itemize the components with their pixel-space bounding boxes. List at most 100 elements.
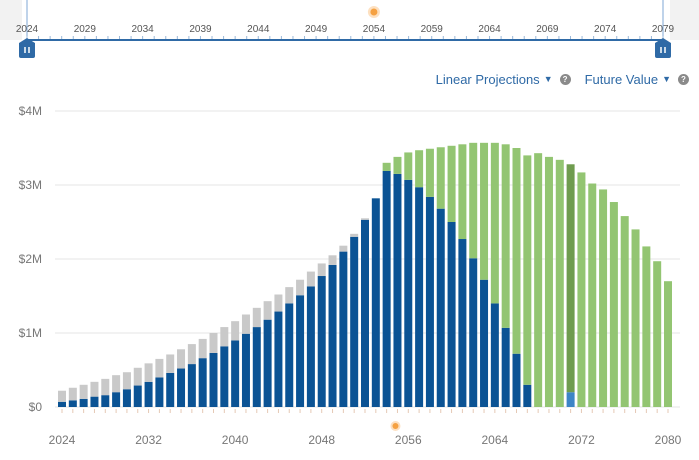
bar-2064[interactable] [490, 142, 499, 407]
bar-2067[interactable] [523, 155, 532, 407]
bar-segment-growth[interactable] [263, 301, 272, 320]
bar-2057[interactable] [415, 150, 424, 407]
bar-2029[interactable] [112, 375, 121, 407]
bar-segment-balance[interactable] [328, 264, 337, 407]
bar-2046[interactable] [296, 279, 305, 407]
bar-segment-projected[interactable] [425, 148, 434, 197]
bar-2054[interactable] [382, 162, 391, 407]
bar-segment-balance[interactable] [425, 196, 434, 407]
bar-2031[interactable] [133, 367, 142, 407]
bar-2072[interactable] [577, 172, 586, 407]
bar-segment-balance[interactable] [68, 400, 77, 407]
bar-segment-projected[interactable] [523, 155, 532, 385]
bar-segment-projected[interactable] [642, 246, 651, 407]
bar-2032[interactable] [144, 363, 153, 407]
bar-segment-growth[interactable] [58, 390, 66, 402]
bar-segment-projected[interactable] [534, 153, 543, 407]
bar-segment-balance[interactable] [274, 311, 283, 407]
bar-segment-projected[interactable] [501, 144, 510, 328]
bar-segment-balance[interactable] [512, 353, 521, 407]
bar-segment-balance[interactable] [58, 401, 66, 407]
bar-2034[interactable] [166, 354, 175, 407]
bar-2056[interactable] [404, 152, 413, 407]
bar-2077[interactable] [631, 229, 640, 407]
bar-segment-balance[interactable] [436, 208, 445, 407]
projection-type-dropdown[interactable]: Linear Projections ▼ ? [436, 72, 571, 87]
bar-segment-balance[interactable] [339, 251, 348, 407]
bar-segment-growth[interactable] [133, 367, 142, 386]
bar-segment-balance[interactable] [296, 295, 305, 407]
bar-segment-growth[interactable] [90, 381, 99, 397]
bar-segment-projected[interactable] [436, 147, 445, 209]
value-type-dropdown[interactable]: Future Value ▼ ? [585, 72, 689, 87]
bar-2076[interactable] [620, 216, 629, 407]
bar-2079[interactable] [653, 261, 662, 407]
bar-2052[interactable] [361, 218, 369, 407]
bar-segment-growth[interactable] [101, 378, 110, 396]
range-end-handle[interactable] [655, 38, 671, 58]
bar-2028[interactable] [101, 378, 110, 407]
bar-segment-balance[interactable] [90, 396, 99, 407]
bar-segment-balance[interactable] [198, 358, 207, 407]
bar-segment-projected[interactable] [469, 142, 478, 259]
bar-segment-balance[interactable] [112, 392, 121, 407]
bar-2062[interactable] [469, 142, 478, 407]
bar-segment-projected[interactable] [566, 164, 575, 393]
bar-segment-balance[interactable] [187, 364, 196, 407]
bar-segment-growth[interactable] [112, 375, 121, 393]
bar-segment-projected[interactable] [458, 144, 467, 240]
bar-segment-balance[interactable] [285, 303, 294, 407]
bar-segment-projected[interactable] [415, 150, 424, 188]
bar-segment-balance[interactable] [371, 198, 380, 407]
bar-2074[interactable] [599, 189, 608, 407]
bar-segment-growth[interactable] [166, 354, 175, 373]
help-icon[interactable]: ? [678, 73, 689, 85]
bar-segment-projected[interactable] [599, 189, 608, 407]
bar-segment-projected[interactable] [664, 281, 672, 407]
bar-2035[interactable] [177, 349, 186, 407]
bar-segment-balance[interactable] [415, 187, 424, 407]
bar-2042[interactable] [252, 307, 261, 407]
bar-segment-balance[interactable] [350, 236, 359, 407]
bar-2068[interactable] [534, 153, 543, 407]
bar-segment-projected[interactable] [620, 216, 629, 407]
bar-2050[interactable] [339, 245, 348, 407]
bar-segment-growth[interactable] [177, 349, 186, 369]
bar-segment-balance[interactable] [404, 179, 413, 407]
bar-segment-balance[interactable] [447, 222, 456, 407]
bar-2025[interactable] [68, 387, 77, 407]
bar-2037[interactable] [198, 338, 207, 407]
bar-segment-projected[interactable] [404, 152, 413, 180]
bar-segment-balance[interactable] [501, 327, 510, 407]
bar-segment-balance[interactable] [458, 239, 467, 407]
bar-segment-projected[interactable] [447, 145, 456, 222]
bar-2075[interactable] [609, 202, 618, 407]
bar-segment-projected[interactable] [609, 202, 618, 407]
bar-segment-growth[interactable] [306, 271, 315, 287]
bar-segment-growth[interactable] [122, 372, 131, 390]
bar-2041[interactable] [241, 314, 250, 408]
bar-2033[interactable] [155, 358, 164, 407]
bar-segment-balance[interactable] [361, 219, 369, 407]
bar-segment-balance[interactable] [231, 340, 240, 407]
bar-segment-balance[interactable] [241, 333, 250, 407]
bar-segment-projected[interactable] [512, 148, 521, 354]
bar-segment-growth[interactable] [241, 314, 250, 334]
bar-2045[interactable] [285, 287, 294, 407]
bar-2036[interactable] [187, 344, 196, 407]
bar-segment-balance[interactable] [393, 173, 402, 407]
bar-segment-balance[interactable] [101, 395, 110, 407]
bar-segment-balance[interactable] [469, 258, 478, 407]
bar-2061[interactable] [458, 144, 467, 407]
bar-segment-balance[interactable] [122, 389, 131, 407]
bar-segment-growth[interactable] [68, 387, 77, 401]
bar-segment-growth[interactable] [187, 344, 196, 365]
bar-segment-balance[interactable] [382, 170, 391, 407]
bar-2053[interactable] [371, 198, 380, 407]
bar-segment-projected[interactable] [631, 229, 640, 407]
bar-2078[interactable] [642, 246, 651, 407]
bar-segment-balance[interactable] [252, 327, 261, 407]
bar-segment-balance[interactable] [133, 385, 142, 407]
bar-2059[interactable] [436, 147, 445, 407]
bar-segment-balance[interactable] [177, 368, 186, 407]
